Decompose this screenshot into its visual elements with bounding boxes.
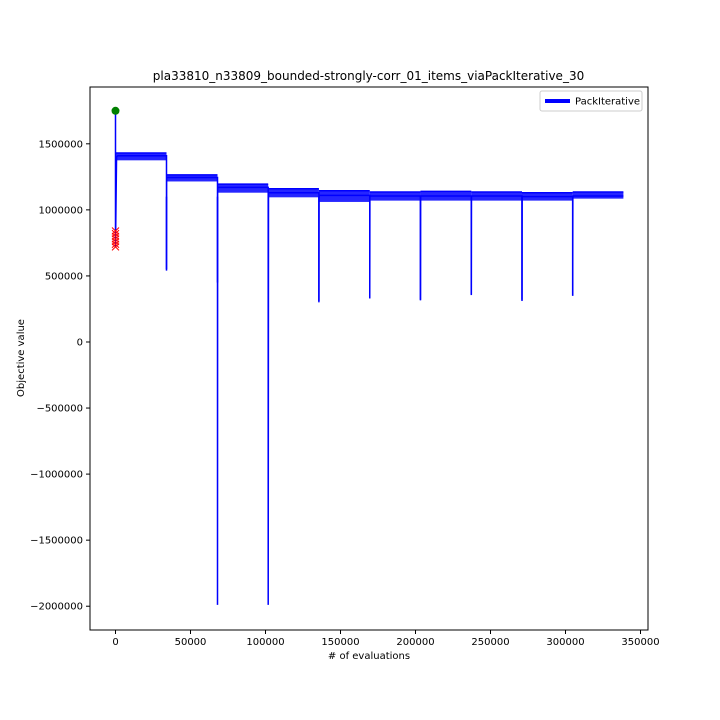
- x-axis-label: # of evaluations: [328, 651, 410, 662]
- y-tick-label: −1000000: [30, 470, 83, 481]
- y-tick-label: 500000: [45, 271, 83, 282]
- series-line-packiterative: [114, 110, 624, 605]
- x-tick-label: 350000: [621, 637, 659, 648]
- run-band: [217, 184, 269, 193]
- chart-title: pla33810_n33809_bounded-strongly-corr_01…: [153, 69, 584, 83]
- plot-frame: [89, 86, 649, 631]
- worst-marker: [111, 229, 120, 238]
- markers-layer: [111, 106, 120, 251]
- y-tick-label: 1000000: [38, 205, 83, 216]
- y-axis-ticks: −2000000 −1500000 −1000000 −500000 0 500000 10…: [30, 139, 90, 613]
- x-axis-ticks: 0 50000 100000 150000 200000 250000 300000 3500…: [112, 630, 660, 648]
- x-tick-label: 300000: [546, 637, 584, 648]
- y-tick-label: 1500000: [38, 139, 83, 150]
- y-tick-label: −1500000: [30, 536, 83, 547]
- y-tick-label: −500000: [36, 404, 83, 415]
- y-axis-label: Objective value: [16, 319, 27, 397]
- run-band: [318, 190, 370, 202]
- x-tick-label: 150000: [321, 637, 359, 648]
- run-band: [115, 153, 167, 161]
- legend-label: PackIterative: [575, 97, 640, 108]
- x-tick-label: 0: [112, 637, 118, 648]
- best-marker: [111, 106, 120, 115]
- y-tick-label: 0: [77, 337, 83, 348]
- x-tick-label: 250000: [471, 637, 509, 648]
- x-tick-label: 50000: [175, 637, 207, 648]
- legend-box: [539, 90, 643, 112]
- worst-marker: [111, 227, 120, 235]
- x-tick-label: 100000: [246, 637, 284, 648]
- series-layer: [114, 110, 624, 605]
- y-tick-label: −2000000: [30, 602, 83, 613]
- legend: PackIterative: [539, 90, 643, 112]
- x-tick-label: 200000: [396, 637, 434, 648]
